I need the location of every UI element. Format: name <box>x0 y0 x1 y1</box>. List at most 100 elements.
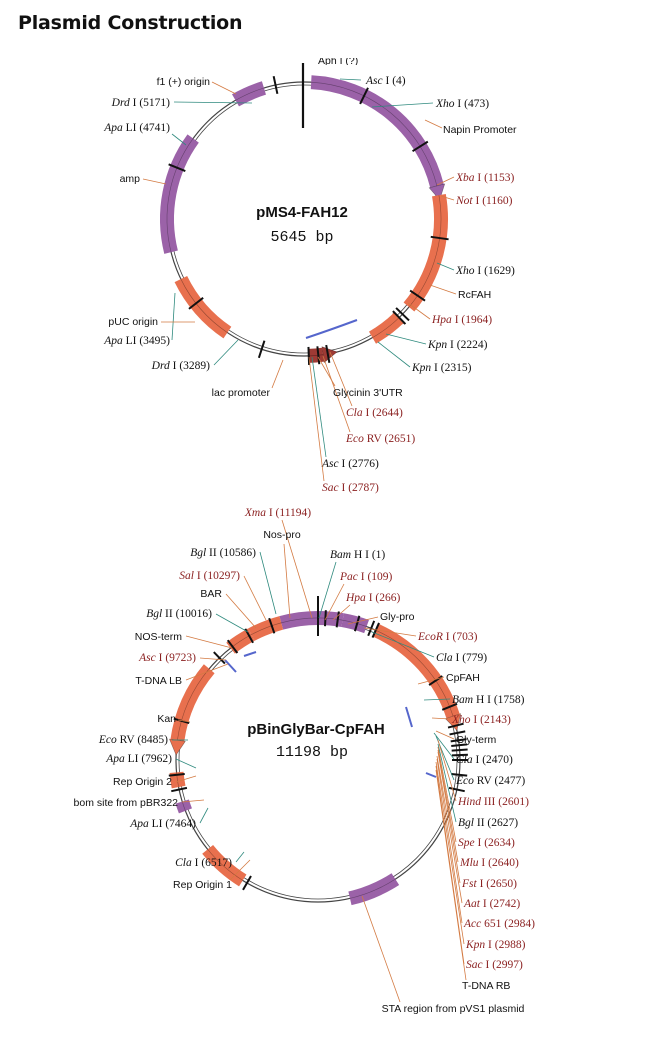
leader-line <box>424 119 443 129</box>
leader-line <box>429 284 457 295</box>
feature-label-cpfah: CpFAH <box>446 672 480 684</box>
cut-site-tick <box>168 163 186 172</box>
feature-label-glycinin-3-utr: Glycinin 3'UTR <box>333 387 403 399</box>
cut-site-tick <box>257 340 266 359</box>
feature-label-rcfah: RcFAH <box>458 289 491 301</box>
cut-site-tick <box>335 611 340 628</box>
leader-line <box>181 799 205 803</box>
cut-site-label: Kpn I (2988) <box>465 939 526 951</box>
cut-site-tick <box>451 743 468 747</box>
plasmid-map-pms4-fah12: Aph I (?) Asc I (4) Xho I (473) Xba I (1153… <box>103 55 517 494</box>
leader-line <box>322 355 351 433</box>
blue-mark <box>305 319 358 339</box>
leader-line <box>324 583 345 621</box>
cut-site-label: Bgl II (2627) <box>458 817 518 829</box>
cut-site-label: Drd I (5171) <box>111 97 171 109</box>
cut-site-label: Xho I (2143) <box>451 714 511 726</box>
cut-site-label: Bam H I (1758) <box>452 694 525 706</box>
cut-site-tick <box>449 730 466 736</box>
cut-site-tick <box>353 615 361 632</box>
feature-glycinin-utr <box>368 312 405 344</box>
leader-line <box>435 761 465 945</box>
leader-line <box>433 732 455 760</box>
cut-site-label: Hind III (2601) <box>457 796 529 808</box>
cut-site-label: Cla I (2644) <box>346 407 403 419</box>
cut-site-label: Apa LI (7464) <box>129 818 196 830</box>
leader-line <box>440 195 455 201</box>
cut-site-label: Acc 651 (2984) <box>463 918 535 930</box>
feature-napin-promoter <box>310 75 444 188</box>
blue-mark <box>405 706 413 728</box>
cut-site-label: Apa LI (7962) <box>105 753 172 765</box>
leader-line <box>436 755 463 904</box>
cut-site-label: Spe I (2634) <box>458 837 515 849</box>
cut-site-tick <box>448 786 465 793</box>
cut-site-label: Xma I (11194) <box>244 507 311 519</box>
feature-f1-origin <box>232 81 267 107</box>
leader-line <box>363 627 417 637</box>
cut-site-tick <box>242 875 252 891</box>
leader-line <box>371 631 435 658</box>
feature-label-amp: amp <box>120 173 141 185</box>
cut-site-label-partial: Aph I (?) <box>318 55 358 67</box>
leader-line <box>199 657 227 661</box>
feature-label-lac-promoter: lac promoter <box>212 387 271 399</box>
cut-site-label: Asc I (4) <box>365 75 406 87</box>
leader-line <box>281 519 313 619</box>
leader-line <box>199 807 209 824</box>
feature-label-bom-site-from-pbr322: bom site from pBR322 <box>74 797 179 809</box>
cut-site-label: Bgl II (10586) <box>190 547 256 559</box>
leader-line <box>175 758 197 769</box>
leader-line <box>339 78 362 81</box>
cut-site-label: Cla I (779) <box>436 652 487 664</box>
cut-site-label: Eco RV (8485) <box>98 734 168 746</box>
leader-line <box>437 746 457 843</box>
cut-site-label: Fst I (2650) <box>461 878 517 890</box>
cut-site-tick <box>324 610 327 627</box>
feature-label-rep-origin-2: Rep Origin 2 <box>113 776 172 788</box>
cut-site-tick <box>412 140 429 153</box>
cut-site-tick <box>428 675 443 686</box>
feature-label-nos-pro: Nos-pro <box>263 529 301 541</box>
leader-line <box>437 743 457 823</box>
feature-amp <box>160 134 199 254</box>
leader-line <box>317 356 336 387</box>
cut-site-label: Kpn I (2315) <box>411 362 472 374</box>
cut-site-label: Eco RV (2477) <box>455 775 525 787</box>
leader-line <box>329 351 353 407</box>
cut-site-label: Sac I (2787) <box>322 482 379 494</box>
cut-site-tick <box>395 307 410 322</box>
blue-mark <box>425 772 437 778</box>
cut-site-label: Cla I (2470) <box>456 754 513 766</box>
cut-site-tick <box>316 346 321 365</box>
cut-site-tick <box>359 87 369 105</box>
plasmid-map-pbinglybar-cpfah: EcoR I (703) Cla I (779) Bam H I (1758) Xho… <box>74 507 536 1015</box>
cut-site-tick <box>307 346 311 365</box>
feature-label-f1-origin: f1 (+) origin <box>157 76 211 88</box>
leader-line <box>175 775 197 783</box>
cut-site-tick <box>450 738 467 743</box>
leader-line <box>142 178 167 185</box>
leader-line <box>437 751 461 884</box>
leader-line <box>371 102 434 108</box>
cut-site-label: Asc I (2776) <box>321 458 379 470</box>
leader-line <box>332 604 351 621</box>
leader-line <box>318 561 337 619</box>
plasmid-size: 5645 bp <box>270 229 333 246</box>
leader-line <box>271 359 284 389</box>
leader-line <box>259 551 277 615</box>
blue-mark <box>243 651 257 657</box>
cut-site-tick <box>188 297 204 310</box>
leader-line <box>283 543 291 619</box>
blue-mark <box>224 659 237 673</box>
leader-line <box>211 81 237 95</box>
feature-rep-origin-2 <box>169 771 186 789</box>
cut-site-tick <box>447 722 464 729</box>
cut-site-tick <box>268 617 276 634</box>
leader-line <box>347 616 379 625</box>
cut-site-label: Xho I (473) <box>435 98 489 110</box>
cut-site-label: Xho I (1629) <box>455 265 515 277</box>
feature-label-napin-promoter: Napin Promoter <box>443 124 517 136</box>
cut-site-label: Cla I (6517) <box>175 857 232 869</box>
leader-line <box>431 717 451 720</box>
